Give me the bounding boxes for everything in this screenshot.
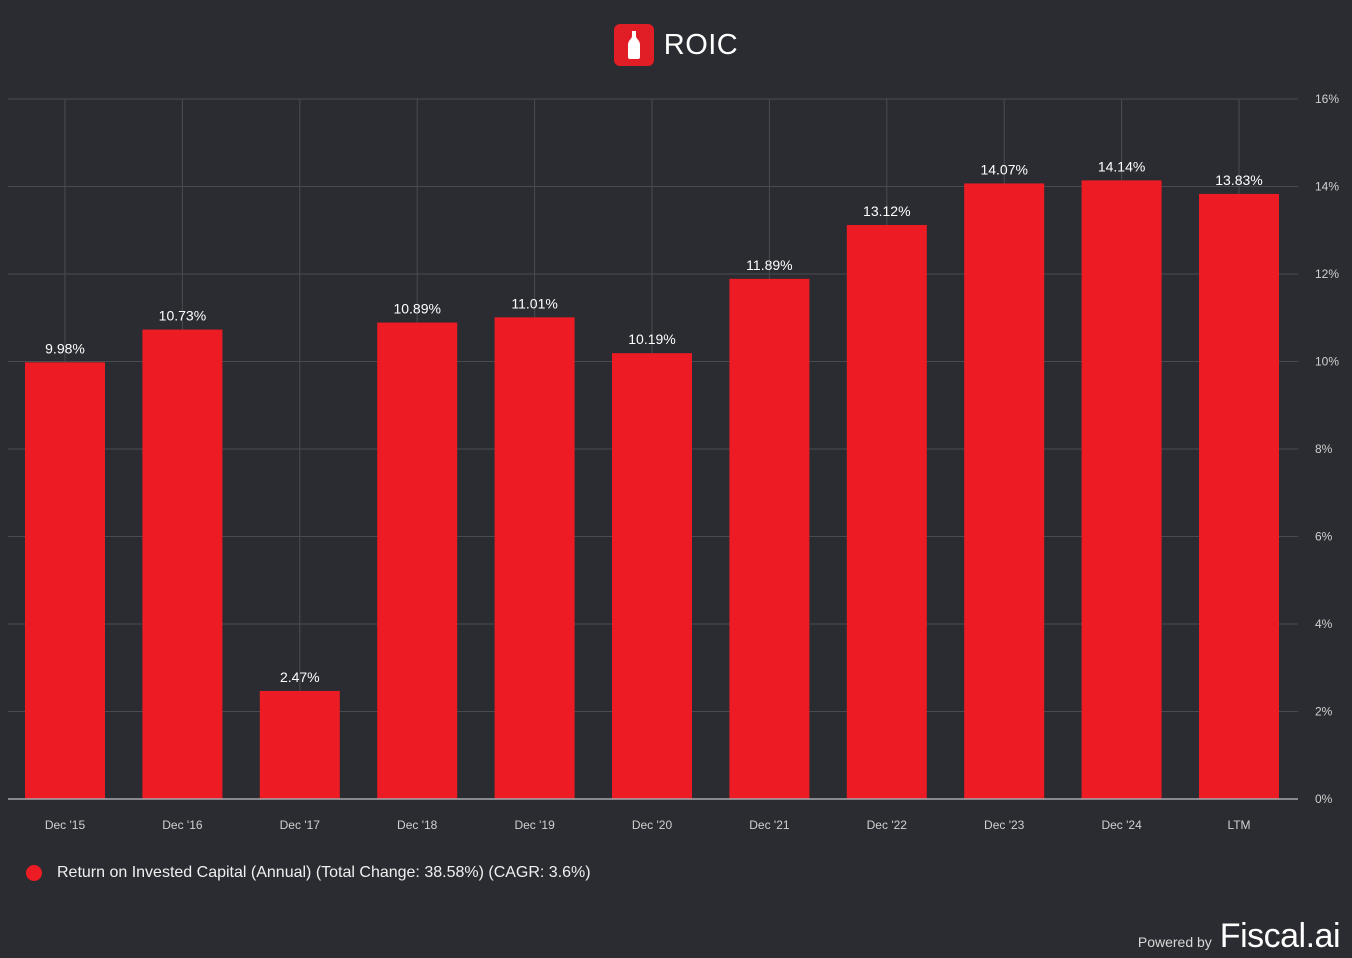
legend-marker: [26, 865, 42, 881]
data-label: 14.07%: [980, 161, 1027, 177]
x-tick-label: Dec '19: [514, 818, 555, 832]
legend[interactable]: Return on Invested Capital (Annual) (Tot…: [26, 864, 591, 882]
data-label: 10.73%: [159, 308, 206, 324]
data-label: 11.01%: [511, 295, 557, 311]
powered-by-footer[interactable]: Powered by Fiscal.ai: [1137, 917, 1341, 956]
bar-chart: 0% 2% 4% 6% 8% 10% 12% 14% 16% 9.98% Dec '15 10.73%…: [8, 92, 1339, 832]
x-tick-label: LTM: [1227, 818, 1250, 832]
bottle-icon: [613, 24, 654, 66]
y-tick-label: 10%: [1315, 355, 1339, 369]
bar: [964, 183, 1045, 799]
y-tick-label: 16%: [1315, 92, 1339, 106]
data-label: 11.89%: [746, 257, 792, 273]
x-tick-label: Dec '16: [162, 818, 203, 832]
brand-logo: Fiscal.ai: [1219, 917, 1341, 955]
x-tick-label: Dec '17: [280, 818, 321, 832]
x-tick-label: Dec '21: [749, 818, 790, 832]
x-tick-label: Dec '15: [45, 818, 86, 832]
x-tick-label: Dec '23: [984, 818, 1025, 832]
bar: [142, 329, 223, 799]
y-tick-label: 14%: [1315, 180, 1339, 194]
y-tick-label: 0%: [1315, 792, 1333, 806]
bar: [1199, 193, 1279, 799]
bar: [25, 362, 105, 799]
bar: [729, 278, 810, 799]
data-label: 2.47%: [280, 669, 320, 685]
legend-label: Return on Invested Capital (Annual) (Tot…: [57, 864, 591, 881]
data-label: 9.98%: [45, 340, 85, 356]
powered-by-text: Powered by: [1137, 934, 1212, 950]
y-tick-label: 2%: [1315, 705, 1333, 719]
x-tick-label: Dec '20: [632, 818, 673, 832]
bar: [259, 690, 340, 799]
data-label: 13.83%: [1215, 172, 1262, 188]
y-tick-label: 12%: [1315, 267, 1339, 281]
x-tick-label: Dec '24: [1101, 818, 1142, 832]
chart-title: ROIC: [663, 28, 739, 61]
bar: [377, 322, 458, 799]
data-label: 10.19%: [628, 331, 675, 347]
bar: [846, 225, 927, 799]
data-label: 14.14%: [1098, 158, 1145, 174]
bar: [494, 317, 575, 799]
bar: [612, 353, 692, 799]
bar: [1081, 180, 1162, 799]
chart-header: ROIC: [0, 24, 1352, 66]
data-label: 10.89%: [393, 301, 440, 317]
y-tick-label: 8%: [1315, 442, 1333, 456]
x-tick-label: Dec '22: [867, 818, 908, 832]
y-tick-label: 6%: [1315, 530, 1333, 544]
y-tick-label: 4%: [1315, 617, 1333, 631]
data-label: 13.12%: [863, 203, 910, 219]
x-tick-label: Dec '18: [397, 818, 438, 832]
